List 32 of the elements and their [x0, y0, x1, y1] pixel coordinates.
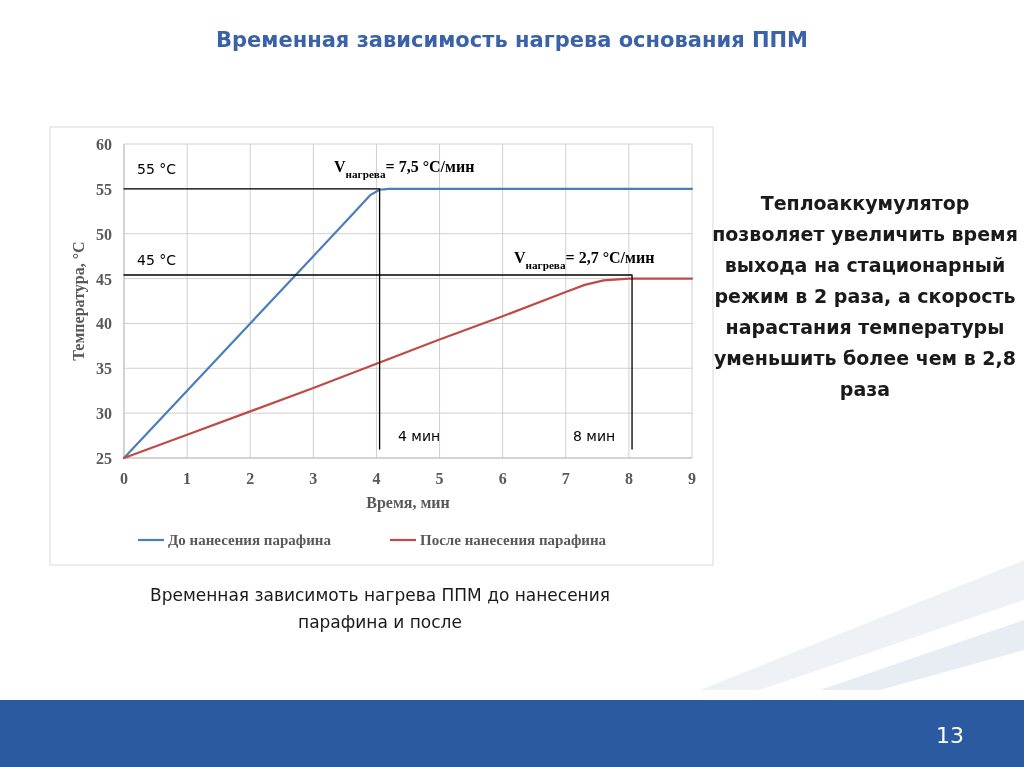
- text: 13: [936, 723, 964, 748]
- x-tick-label: 7: [561, 470, 570, 487]
- y-tick-label: 45: [96, 270, 112, 288]
- y-tick-label: 35: [96, 360, 112, 378]
- x-tick-label: 3: [309, 470, 318, 487]
- y-tick-label: 50: [96, 225, 112, 243]
- x-tick-label: 8: [624, 470, 633, 487]
- legend-label: После нанесения парафина: [420, 532, 607, 548]
- chart-title: Временная зависимость нагрева основания ППМ: [215, 28, 809, 52]
- x-tick-label: 9: [688, 470, 696, 487]
- x-tick-label: 0: [120, 470, 128, 487]
- legend-label: До нанесения парафина: [168, 532, 332, 548]
- annotation: 8 мин: [573, 428, 616, 444]
- text: Временная зависимоть нагрева ППМ до нанесения парафина и после: [149, 584, 611, 634]
- x-tick-label: 1: [183, 470, 192, 487]
- x-tick-label: 2: [246, 470, 255, 487]
- annotation: 45 °C: [137, 252, 177, 268]
- x-tick-label: 6: [498, 470, 507, 487]
- y-tick-label: 30: [96, 405, 112, 423]
- x-axis-title: Время, мин: [366, 494, 450, 512]
- y-tick-label: 55: [96, 180, 112, 198]
- annotation: 55 °C: [137, 161, 177, 177]
- text: Теплоаккумулятор позволяет увеличить время выхода на стационарный режим в 2 раза, а скорость нарастания температуры уменьшить более чем в 2,8 раза: [711, 191, 1019, 402]
- x-tick-label: 4: [372, 470, 381, 487]
- y-tick-label: 25: [96, 450, 112, 467]
- y-tick-label: 40: [96, 315, 112, 333]
- y-axis-title: Температура, °C: [70, 241, 88, 361]
- annotation: V$_{нагрева}$= 7,5 °C/мин: [334, 158, 475, 180]
- annotation: V$_{нагрева}$= 2,7 °C/мин: [514, 249, 655, 271]
- annotation: 4 мин: [398, 428, 441, 444]
- y-tick-label: 60: [96, 136, 112, 153]
- x-tick-label: 5: [435, 470, 444, 487]
